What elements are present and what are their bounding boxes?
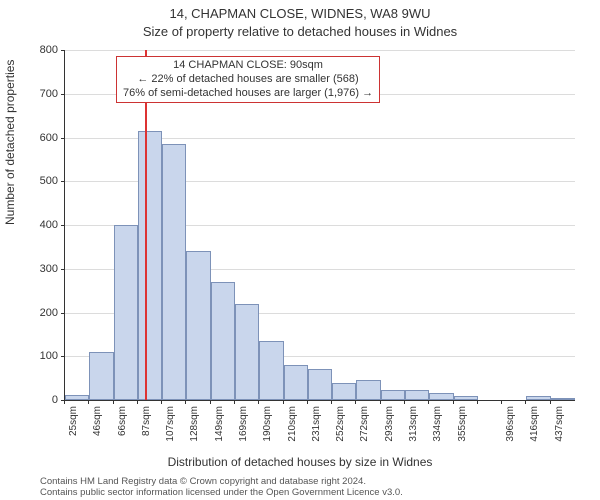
chart-subtitle: Size of property relative to detached ho… [0, 24, 600, 39]
histogram-bar [211, 282, 235, 400]
y-tick-mark [61, 356, 65, 357]
x-tick-mark [380, 400, 381, 404]
x-tick-label: 87sqm [141, 406, 152, 450]
x-tick-label: 107sqm [165, 406, 176, 450]
annotation-line-2: ← 22% of detached houses are smaller (56… [123, 73, 373, 87]
x-tick-label: 293sqm [384, 406, 395, 450]
x-tick-mark [210, 400, 211, 404]
y-tick-mark [61, 269, 65, 270]
x-tick-label: 396sqm [505, 406, 516, 450]
x-tick-label: 231sqm [311, 406, 322, 450]
x-tick-mark [88, 400, 89, 404]
y-tick-label: 0 [18, 394, 58, 406]
x-tick-mark [477, 400, 478, 404]
x-tick-label: 210sqm [287, 406, 298, 450]
x-tick-mark [185, 400, 186, 404]
histogram-bar [162, 144, 186, 400]
histogram-bar [454, 396, 478, 400]
histogram-bar [186, 251, 210, 400]
histogram-bar [235, 304, 259, 400]
y-tick-mark [61, 50, 65, 51]
x-tick-mark [453, 400, 454, 404]
histogram-bar [332, 383, 356, 401]
x-tick-mark [258, 400, 259, 404]
chart-area: 14 CHAPMAN CLOSE: 90sqm ← 22% of detache… [64, 50, 574, 400]
x-tick-label: 334sqm [432, 406, 443, 450]
y-tick-mark [61, 94, 65, 95]
y-tick-label: 800 [18, 44, 58, 56]
y-tick-label: 400 [18, 219, 58, 231]
y-tick-label: 200 [18, 307, 58, 319]
y-tick-mark [61, 138, 65, 139]
y-tick-label: 700 [18, 88, 58, 100]
x-tick-mark [137, 400, 138, 404]
histogram-bar [308, 369, 332, 401]
x-tick-label: 66sqm [117, 406, 128, 450]
histogram-bar [138, 131, 162, 400]
x-tick-mark [234, 400, 235, 404]
x-tick-mark [428, 400, 429, 404]
x-tick-mark [161, 400, 162, 404]
x-tick-label: 169sqm [238, 406, 249, 450]
x-tick-label: 272sqm [359, 406, 370, 450]
x-axis-label: Distribution of detached houses by size … [0, 455, 600, 469]
x-tick-mark [64, 400, 65, 404]
x-tick-label: 416sqm [529, 406, 540, 450]
x-tick-mark [331, 400, 332, 404]
x-tick-mark [355, 400, 356, 404]
x-tick-label: 355sqm [457, 406, 468, 450]
y-tick-mark [61, 181, 65, 182]
histogram-bar [551, 398, 575, 400]
marker-annotation: 14 CHAPMAN CLOSE: 90sqm ← 22% of detache… [116, 56, 380, 103]
y-tick-label: 300 [18, 263, 58, 275]
histogram-bar [259, 341, 283, 400]
y-axis-label: Number of detached properties [3, 60, 17, 225]
x-tick-mark [113, 400, 114, 404]
footer-line-1: Contains HM Land Registry data © Crown c… [0, 476, 600, 487]
x-tick-label: 46sqm [92, 406, 103, 450]
x-tick-mark [283, 400, 284, 404]
histogram-bar [356, 380, 380, 400]
histogram-bar [381, 390, 405, 401]
histogram-bar [89, 352, 113, 400]
footer-line-2: Contains public sector information licen… [0, 487, 600, 498]
y-tick-label: 500 [18, 175, 58, 187]
annotation-line-1: 14 CHAPMAN CLOSE: 90sqm [123, 59, 373, 73]
x-tick-label: 149sqm [214, 406, 225, 450]
x-tick-label: 313sqm [408, 406, 419, 450]
histogram-bar [114, 225, 138, 400]
x-tick-label: 25sqm [68, 406, 79, 450]
x-tick-mark [404, 400, 405, 404]
y-tick-mark [61, 313, 65, 314]
histogram-bar [429, 393, 453, 400]
x-tick-label: 190sqm [262, 406, 273, 450]
histogram-bar [284, 365, 308, 400]
annotation-line-3: 76% of semi-detached houses are larger (… [123, 87, 373, 101]
chart-title: 14, CHAPMAN CLOSE, WIDNES, WA8 9WU [0, 6, 600, 21]
x-tick-label: 252sqm [335, 406, 346, 450]
histogram-bar [65, 395, 89, 400]
x-tick-mark [550, 400, 551, 404]
x-tick-mark [501, 400, 502, 404]
histogram-bar [526, 396, 550, 400]
x-tick-mark [307, 400, 308, 404]
grid-line [65, 50, 575, 51]
x-tick-mark [525, 400, 526, 404]
histogram-bar [405, 390, 429, 400]
y-tick-label: 100 [18, 350, 58, 362]
y-tick-mark [61, 225, 65, 226]
x-tick-label: 128sqm [189, 406, 200, 450]
x-tick-label: 437sqm [554, 406, 565, 450]
y-tick-label: 600 [18, 132, 58, 144]
